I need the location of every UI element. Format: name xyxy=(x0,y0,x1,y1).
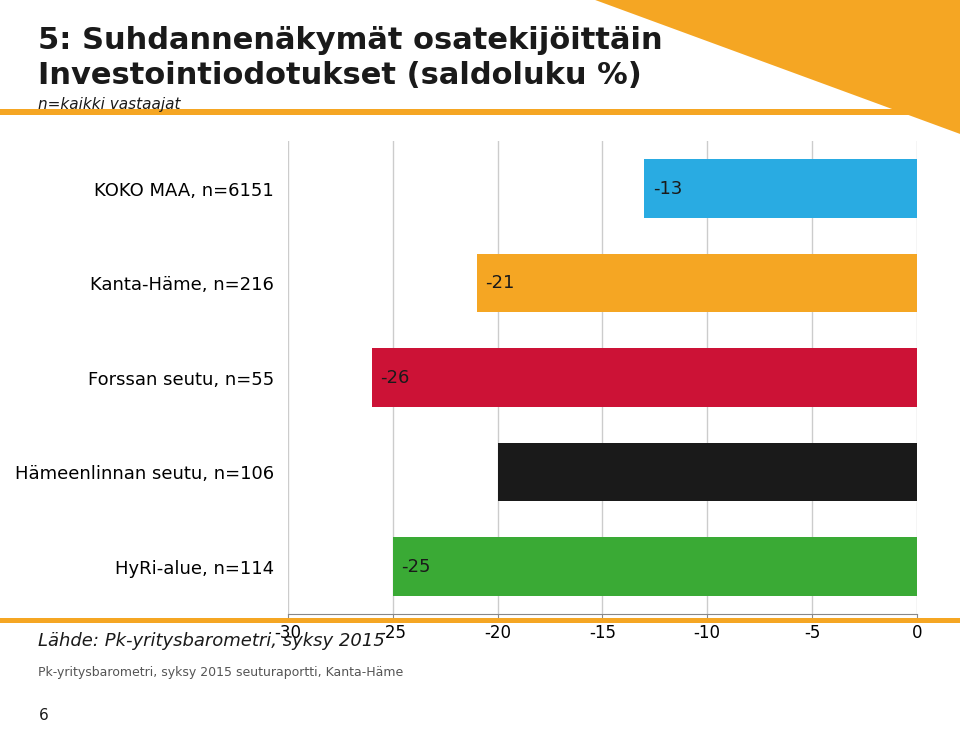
Bar xyxy=(497,443,917,501)
Text: -21: -21 xyxy=(485,274,515,292)
Polygon shape xyxy=(595,0,960,134)
Text: -25: -25 xyxy=(401,557,431,576)
Text: Lähde: Pk-yritysbarometri, syksy 2015: Lähde: Pk-yritysbarometri, syksy 2015 xyxy=(38,632,385,650)
Bar xyxy=(477,254,917,312)
Text: 5: Suhdannenäkymät osatekijöittäin: 5: Suhdannenäkymät osatekijöittäin xyxy=(38,26,663,55)
Text: -26: -26 xyxy=(380,368,410,387)
Text: 6: 6 xyxy=(38,708,48,723)
Text: n=kaikki vastaajat: n=kaikki vastaajat xyxy=(38,97,180,112)
Bar xyxy=(393,537,917,596)
Text: Pk-yritysbarometri, syksy 2015 seuturaportti, Kanta-Häme: Pk-yritysbarometri, syksy 2015 seuturapo… xyxy=(38,666,403,679)
Text: Investointiodotukset (saldoluku %): Investointiodotukset (saldoluku %) xyxy=(38,61,642,90)
Text: -20: -20 xyxy=(506,463,536,481)
Text: -13: -13 xyxy=(653,179,682,198)
Bar xyxy=(644,159,917,218)
Bar xyxy=(372,348,917,407)
